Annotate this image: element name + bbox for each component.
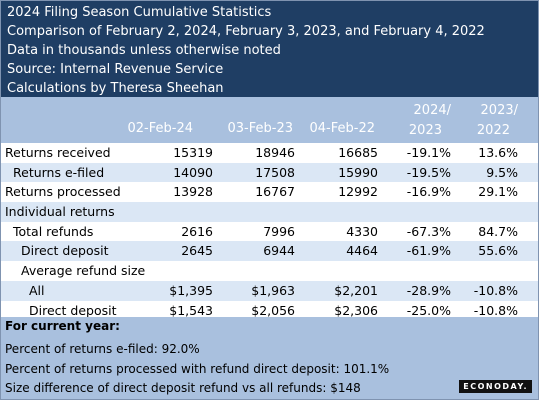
row-label: All <box>29 282 45 298</box>
cell-2024: 2616 <box>181 223 213 239</box>
cell-2023: 16767 <box>255 184 295 200</box>
cell-pct-2024-2023: -67.3% <box>406 223 451 239</box>
row-label: Direct deposit <box>21 243 109 259</box>
cell-2023: 17508 <box>255 164 295 180</box>
cell-pct-2023-2022: 55.6% <box>478 243 518 259</box>
col-header-pct2-top: 2023/ <box>480 103 518 118</box>
cell-2023: $2,056 <box>251 302 295 318</box>
cell-pct-2023-2022: -10.8% <box>473 302 518 318</box>
table-row: Returns e-filed 14090 17508 15990 -19.5% 9.5% <box>1 162 538 183</box>
cell-2024: $1,395 <box>169 282 213 298</box>
footer-line-1: Percent of returns e-filed: 92.0% <box>5 342 200 356</box>
cell-pct-2023-2022: 84.7% <box>478 223 518 239</box>
table-row: All $1,395 $1,963 $2,201 -28.9% -10.8% <box>1 280 538 301</box>
title-line-4: Source: Internal Revenue Service <box>7 62 224 77</box>
cell-pct-2023-2022: -10.8% <box>473 282 518 298</box>
title-line-3: Data in thousands unless otherwise noted <box>7 43 281 58</box>
cell-2024: 13928 <box>173 184 213 200</box>
title-line-5: Calculations by Theresa Sheehan <box>7 81 224 96</box>
row-label: Total refunds <box>13 223 94 239</box>
cell-pct-2024-2023: -61.9% <box>406 243 451 259</box>
row-label: Returns e-filed <box>13 164 105 180</box>
footer: For current year: Percent of returns e-f… <box>1 317 538 399</box>
footer-line-2: Percent of returns processed with refund… <box>5 362 390 376</box>
cell-2024: 15319 <box>173 145 213 160</box>
table-row: Direct deposit $1,543 $2,056 $2,306 -25.0% -1… <box>1 301 538 321</box>
cell-2023: 6944 <box>263 243 295 259</box>
cell-2024: 2645 <box>181 243 213 259</box>
col-header-pct1-bottom: 2023 <box>408 123 442 138</box>
cell-2022: 12992 <box>338 184 378 200</box>
cell-pct-2023-2022: 9.5% <box>486 164 518 180</box>
row-label: Direct deposit <box>29 302 117 318</box>
cell-2022: 15990 <box>338 164 378 180</box>
col-header-pct1-top: 2024/ <box>413 103 451 118</box>
cell-2024: 14090 <box>173 164 213 180</box>
cell-2022: 4464 <box>346 243 378 259</box>
footer-heading: For current year: <box>5 319 120 333</box>
cell-2023: 18946 <box>255 145 295 160</box>
col-header-2022: 04-Feb-22 <box>309 121 375 136</box>
cell-pct-2023-2022: 29.1% <box>478 184 518 200</box>
title-block: 2024 Filing Season Cumulative Statistics… <box>1 1 538 97</box>
row-label: Individual returns <box>5 204 115 220</box>
table-row: Total refunds 2616 7996 4330 -67.3% 84.7% <box>1 222 538 242</box>
col-header-2024: 02-Feb-24 <box>127 121 193 136</box>
table-row: Returns processed 13928 16767 12992 -16.9% 29… <box>1 182 538 202</box>
cell-pct-2024-2023: -28.9% <box>406 282 451 298</box>
title-line-2: Comparison of February 2, 2024, February… <box>7 24 485 39</box>
row-label: Returns processed <box>5 184 121 200</box>
cell-pct-2024-2023: -19.1% <box>406 145 451 160</box>
cell-pct-2024-2023: -19.5% <box>406 164 451 180</box>
row-label: Average refund size <box>21 263 146 279</box>
cell-2022: 4330 <box>346 223 378 239</box>
econoday-logo: ECONODAY. <box>459 380 532 393</box>
table-header: 02-Feb-24 03-Feb-23 04-Feb-22 2024/ 2023… <box>1 97 538 143</box>
row-label: Returns received <box>5 145 111 160</box>
title-line-1: 2024 Filing Season Cumulative Statistics <box>7 5 272 20</box>
cell-2023: $1,963 <box>251 282 295 298</box>
cell-pct-2023-2022: 13.6% <box>478 145 518 160</box>
col-header-pct2-bottom: 2022 <box>476 123 510 138</box>
cell-2022: $2,306 <box>334 302 378 318</box>
table-row: Average refund size <box>1 261 538 281</box>
cell-pct-2024-2023: -25.0% <box>406 302 451 318</box>
table-row: Individual returns <box>1 202 538 222</box>
cell-2022: $2,201 <box>334 282 378 298</box>
table-row: Direct deposit 2645 6944 4464 -61.9% 55.6% <box>1 241 538 262</box>
cell-2022: 16685 <box>338 145 378 160</box>
cell-2024: $1,543 <box>169 302 213 318</box>
col-header-2023: 03-Feb-23 <box>227 121 293 136</box>
cell-2023: 7996 <box>263 223 295 239</box>
table-row: Returns received 15319 18946 16685 -19.1% 13.… <box>1 143 538 163</box>
cell-pct-2024-2023: -16.9% <box>406 184 451 200</box>
footer-line-3: Size difference of direct deposit refund… <box>5 381 361 395</box>
table-body: Returns received 15319 18946 16685 -19.1% 13.… <box>1 143 538 320</box>
